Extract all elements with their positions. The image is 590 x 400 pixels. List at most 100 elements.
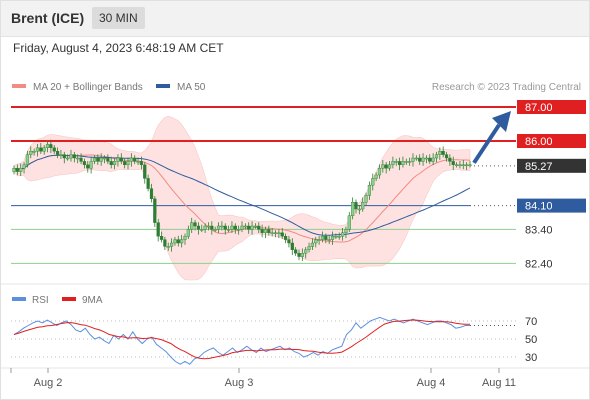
candle — [25, 154, 30, 166]
candle — [290, 242, 294, 251]
candle — [330, 235, 335, 240]
candle — [180, 239, 184, 244]
candle — [146, 178, 150, 189]
candle — [401, 161, 405, 165]
ma50-line — [13, 154, 471, 236]
level-label-87.00: 87.00 — [525, 102, 553, 114]
level-label-84.10: 84.10 — [525, 201, 553, 213]
candle — [55, 150, 60, 155]
candle — [193, 222, 197, 227]
x-tick-label: Aug 3 — [225, 377, 254, 389]
candle — [428, 157, 432, 162]
candle — [200, 229, 204, 231]
instrument-title: Brent (ICE) — [11, 10, 85, 26]
candle — [230, 225, 234, 230]
candle — [243, 225, 247, 228]
candle — [136, 161, 140, 163]
candle — [297, 252, 301, 257]
watermark: Research © 2023 Trading Central — [432, 82, 581, 93]
candle — [226, 229, 231, 231]
candle — [381, 164, 385, 169]
candle — [438, 150, 442, 155]
candle — [173, 239, 177, 244]
candle — [116, 157, 120, 162]
candle — [183, 235, 187, 240]
candle — [414, 157, 418, 160]
candle — [220, 225, 224, 228]
rsi-tick-30: 30 — [525, 352, 537, 364]
legend-swatch-9ma — [62, 297, 76, 301]
candle — [257, 225, 261, 230]
candle — [99, 157, 103, 162]
candle — [408, 161, 412, 163]
level-label-bg-86.00 — [517, 134, 586, 148]
candle — [112, 161, 117, 165]
candle — [163, 239, 167, 247]
legend-swatch-rsi — [12, 297, 26, 301]
candle — [287, 239, 291, 244]
candle — [277, 232, 281, 235]
candle — [310, 242, 315, 247]
candle — [96, 157, 100, 162]
candle — [237, 229, 241, 231]
candle — [300, 252, 304, 257]
legend-label-ma50: MA 50 — [177, 82, 206, 93]
bollinger-band — [13, 115, 471, 281]
candle — [156, 222, 160, 237]
candle — [454, 164, 459, 167]
x-tick-label: Aug 2 — [34, 377, 63, 389]
candle — [129, 157, 133, 162]
rsi-tick-50: 50 — [525, 334, 537, 346]
candle — [42, 147, 46, 152]
timestamp: Friday, August 4, 2023 6:48:19 AM CET — [13, 41, 224, 55]
candle — [62, 154, 66, 159]
candle — [283, 235, 288, 240]
candle — [421, 157, 425, 162]
candle — [45, 144, 50, 148]
level-label-83.40: 83.40 — [525, 224, 553, 236]
candle — [216, 225, 221, 230]
candle — [52, 147, 56, 152]
candle — [441, 150, 445, 155]
candle — [166, 246, 170, 248]
candle — [334, 235, 338, 238]
candle — [69, 154, 73, 159]
rsi-line — [13, 316, 470, 365]
level-label-82.40: 82.40 — [525, 258, 553, 270]
candle — [340, 232, 345, 237]
candle — [267, 229, 271, 233]
candle — [22, 164, 26, 169]
candle — [461, 164, 465, 167]
candle — [12, 167, 16, 172]
level-label-bg-87.00 — [517, 100, 586, 114]
candle — [59, 154, 63, 156]
candle — [424, 157, 429, 160]
level-label-bg-84.10 — [517, 198, 586, 213]
candle — [324, 235, 328, 240]
candle — [377, 167, 382, 176]
candle — [371, 178, 375, 186]
candle — [448, 157, 452, 162]
legend-swatch-ma50 — [156, 84, 170, 88]
candle — [354, 201, 358, 210]
candle — [102, 157, 107, 160]
candle — [431, 157, 435, 162]
candle — [468, 164, 472, 167]
candle — [391, 161, 395, 165]
candle — [374, 174, 378, 179]
interval-badge[interactable]: 30 MIN — [92, 7, 145, 29]
candle — [317, 239, 321, 241]
candle — [66, 157, 70, 160]
candle — [169, 242, 174, 247]
candle — [92, 157, 97, 162]
candle — [143, 164, 147, 179]
candle — [233, 225, 237, 230]
candle — [49, 144, 53, 148]
legend-label-9ma: 9MA — [82, 295, 103, 306]
candle — [307, 246, 311, 250]
candle — [444, 154, 449, 159]
candle — [86, 164, 90, 169]
candle — [186, 229, 190, 237]
rsi-ma-line — [13, 319, 471, 360]
candle — [206, 225, 211, 228]
